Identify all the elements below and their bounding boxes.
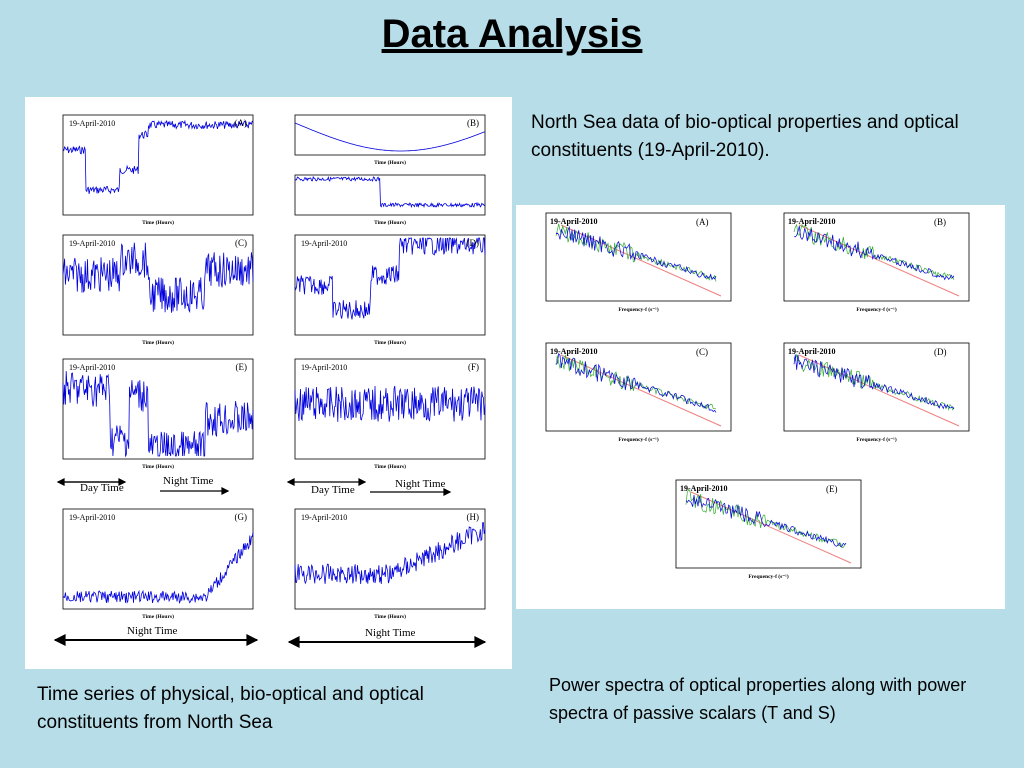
ts-plot-frame <box>62 508 254 610</box>
spectrum-series-line <box>685 495 847 548</box>
power-spectra-figure: 19-April-2010 (A) Frequency-f (s⁻¹) 19-Apri… <box>516 205 1005 609</box>
time-series-svg: (A) 19-April-2010 Time (Hours) (B) Time (Hou… <box>53 114 487 648</box>
ts-panel-letter: (H) <box>467 512 480 522</box>
ts-xlabel: Time (Hours) <box>374 613 406 620</box>
fit-line <box>690 491 852 564</box>
spectrum-series-line <box>793 354 955 410</box>
day-time-label-1: Day Time <box>80 482 124 494</box>
ts-date-label: 19-April-2010 <box>69 119 115 128</box>
ts-panel-letter: (E) <box>236 362 248 372</box>
spectrum-series-line <box>555 354 717 410</box>
ts-panel-letter: (G) <box>235 512 248 522</box>
ts-series-line <box>294 522 486 585</box>
night-time-label-3: Night Time <box>127 625 178 637</box>
spectrum-panel-letter: (A) <box>696 217 709 227</box>
right-caption: Power spectra of optical properties alon… <box>549 675 967 723</box>
ts-series-line <box>62 371 254 458</box>
ts-date-label: 19-April-2010 <box>69 513 115 522</box>
ts-plot-frame <box>62 358 254 460</box>
day-time-label-2: Day Time <box>311 484 355 496</box>
spectrum-date-label: 19-April-2010 <box>788 347 836 356</box>
spectrum-xlabel: Frequency-f (s⁻¹) <box>856 306 897 313</box>
spectrum-series-line <box>555 352 717 413</box>
spectrum-plot-frame <box>675 479 862 569</box>
ts-series-line <box>294 122 486 152</box>
night-time-label-2: Night Time <box>395 478 446 490</box>
ts-date-label: 19-April-2010 <box>301 513 347 522</box>
ts-panel-letter: (B) <box>467 118 479 128</box>
ts-xlabel: Time (Hours) <box>374 159 406 166</box>
spectrum-panel-letter: (C) <box>696 347 708 357</box>
ts-date-label: 19-April-2010 <box>301 363 347 372</box>
slide-title: Data Analysis <box>381 12 643 56</box>
ts-xlabel: Time (Hours) <box>142 339 174 346</box>
ts-xlabel: Time (Hours) <box>374 219 406 226</box>
top-description: North Sea data of bio-optical properties… <box>531 112 959 161</box>
fit-line <box>798 354 960 427</box>
ts-series-line <box>62 242 254 313</box>
ts-series-line <box>294 175 486 209</box>
ts-xlabel: Time (Hours) <box>142 219 174 226</box>
spectrum-series-line <box>793 354 955 412</box>
spectrum-panel-letter: (E) <box>826 484 838 494</box>
ts-panel-letter: (C) <box>235 238 247 248</box>
ts-plot-frame <box>62 114 254 216</box>
ts-date-label: 19-April-2010 <box>69 239 115 248</box>
ts-series-line <box>294 385 486 422</box>
ts-panel-letter: (F) <box>468 362 479 372</box>
ts-xlabel: Time (Hours) <box>374 339 406 346</box>
night-time-label-1: Night Time <box>163 475 214 487</box>
spectra-svg: 19-April-2010 (A) Frequency-f (s⁻¹) 19-Apri… <box>545 212 970 580</box>
spectrum-series-line <box>793 226 955 281</box>
spectrum-panel-letter: (B) <box>934 217 946 227</box>
spectrum-date-label: 19-April-2010 <box>550 347 598 356</box>
fit-line <box>560 354 722 427</box>
ts-date-label: 19-April-2010 <box>69 363 115 372</box>
spectrum-panel-letter: (D) <box>934 347 947 357</box>
ts-date-label: 19-April-2010 <box>301 239 347 248</box>
spectrum-xlabel: Frequency-f (s⁻¹) <box>856 436 897 443</box>
spectrum-plot-frame <box>783 212 970 302</box>
spectrum-date-label: 19-April-2010 <box>788 217 836 226</box>
ts-plot-frame <box>294 114 486 156</box>
ts-xlabel: Time (Hours) <box>142 613 174 620</box>
spectrum-plot-frame <box>545 342 732 432</box>
ts-plot-frame <box>294 234 486 336</box>
ts-plot-frame <box>294 508 486 610</box>
ts-xlabel: Time (Hours) <box>374 463 406 470</box>
ts-panel-letter: (D) <box>467 238 480 248</box>
ts-panel-letter: (A) <box>235 118 248 128</box>
spectrum-date-label: 19-April-2010 <box>680 484 728 493</box>
spectrum-date-label: 19-April-2010 <box>550 217 598 226</box>
spectrum-plot-frame <box>545 212 732 302</box>
ts-series-line <box>294 237 486 320</box>
spectrum-xlabel: Frequency-f (s⁻¹) <box>618 306 659 313</box>
ts-xlabel: Time (Hours) <box>142 463 174 470</box>
spectrum-series-line <box>555 225 717 281</box>
spectrum-plot-frame <box>783 342 970 432</box>
spectrum-xlabel: Frequency-f (s⁻¹) <box>748 573 789 580</box>
spectrum-xlabel: Frequency-f (s⁻¹) <box>618 436 659 443</box>
left-caption: Time series of physical, bio-optical and… <box>37 684 424 733</box>
ts-plot-frame <box>294 174 486 216</box>
ts-plot-frame <box>62 234 254 336</box>
ts-series-line <box>62 532 254 605</box>
fit-line <box>798 224 960 297</box>
night-time-label-4: Night Time <box>365 627 416 639</box>
time-series-figure: (A) 19-April-2010 Time (Hours) (B) Time (Hou… <box>25 97 512 669</box>
ts-series-line <box>62 119 254 194</box>
